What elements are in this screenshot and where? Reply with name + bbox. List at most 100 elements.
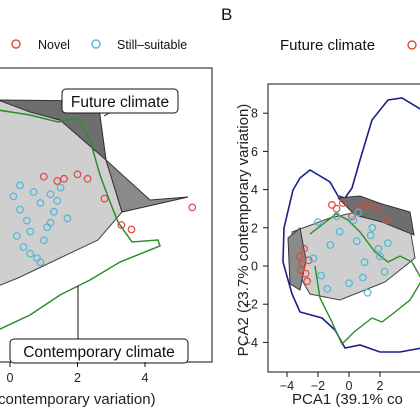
still-suitable-point-left (26, 249, 35, 258)
legend-still-suitable-label: Still–suitable (117, 38, 187, 52)
right-y-tick-label: 2 (251, 221, 258, 235)
left-x-tick-label: 0 (7, 371, 14, 385)
right-future-climate-outline (282, 97, 420, 353)
still-suitable-point-left (63, 214, 72, 223)
still-suitable-point-left (46, 218, 55, 227)
right-y-tick-label: 6 (251, 145, 258, 159)
still-suitable-point-right (354, 208, 363, 217)
novel-point-left (73, 170, 82, 179)
still-suitable-point-right (366, 231, 375, 240)
right-y-axis: 8 6 4 2 0 −2 −4 (244, 107, 268, 350)
novel-point-right (338, 199, 347, 207)
novel-point-right (328, 200, 336, 209)
still-suitable-point-right (323, 285, 332, 293)
novel-point-left (188, 203, 197, 212)
novel-point-right (297, 265, 305, 274)
still-suitable-point-left (9, 192, 18, 201)
still-suitable-point-right (383, 239, 392, 248)
novel-point-left (39, 172, 48, 181)
still-suitable-point-right (314, 218, 322, 227)
right-contemporary-outline (309, 213, 420, 346)
left-points (9, 170, 197, 267)
right-points (295, 199, 392, 297)
right-y-tick-label: 0 (251, 260, 258, 274)
right-panel: B Future climate −4 −2 0 2 8 6 4 2 0 −2 −4 PCA2 (… (221, 5, 420, 408)
right-y-axis-title: PCA2 (23.7% contemporary variation) (235, 104, 252, 357)
left-x-tick-label: 2 (74, 371, 81, 385)
right-x-tick-label: −4 (280, 379, 294, 393)
right-y-tick-label: −4 (244, 336, 258, 350)
still-suitable-point-right (309, 254, 318, 263)
legend-still-suitable-marker (91, 39, 101, 49)
still-suitable-point-right (359, 273, 367, 282)
still-suitable-point-right (317, 271, 326, 280)
right-future-hull-light (291, 209, 416, 301)
still-suitable-point-right (376, 252, 384, 261)
novel-point-right (348, 212, 357, 221)
right-y-tick-label: 4 (251, 183, 258, 197)
novel-point-left (53, 177, 62, 185)
novel-point-left (60, 174, 68, 183)
still-suitable-point-left (46, 190, 55, 199)
novel-point-left (100, 194, 109, 203)
still-suitable-point-left (16, 205, 25, 214)
left-contemporary-outline (0, 109, 161, 330)
still-suitable-point-left (36, 258, 45, 267)
novel-point-right (373, 204, 381, 213)
contemporary-callout-text: Contemporary climate (23, 344, 175, 361)
still-suitable-point-right (380, 267, 389, 276)
right-x-tick-label: 0 (346, 379, 353, 393)
still-suitable-point-left (29, 188, 38, 196)
right-x-tick-label: 2 (377, 379, 384, 393)
still-suitable-point-left (56, 183, 65, 192)
still-suitable-point-left (23, 216, 31, 225)
legend-novel-marker (11, 39, 21, 49)
novel-point-right (382, 216, 391, 225)
left-future-hull-wedge (104, 158, 189, 213)
left-x-axis: 0 2 4 (7, 362, 149, 385)
still-suitable-point-right (360, 258, 369, 267)
left-x-axis-title: contemporary variation) (0, 391, 156, 408)
future-callout-box (61, 88, 179, 114)
still-suitable-point-left (26, 227, 35, 236)
still-suitable-point-left (19, 243, 28, 251)
novel-point-right (295, 252, 304, 261)
still-suitable-point-right (326, 241, 335, 249)
legend-future-climate-marker (407, 40, 417, 50)
left-legend: Novel Still–suitable (11, 38, 187, 52)
novel-point-left (117, 221, 126, 229)
contemporary-callout-box (9, 338, 189, 364)
still-suitable-point-right (368, 223, 377, 232)
right-x-tick-label: −2 (311, 379, 325, 393)
novel-point-left (83, 174, 92, 183)
novel-point-right (304, 256, 313, 265)
novel-point-right (301, 269, 310, 278)
still-suitable-point-right (363, 288, 372, 297)
still-suitable-point-right (374, 244, 383, 253)
still-suitable-point-left (16, 181, 25, 190)
still-suitable-point-left (12, 232, 21, 240)
novel-point-right (300, 244, 309, 253)
still-suitable-point-right (345, 279, 353, 288)
still-suitable-point-right (332, 212, 341, 221)
still-suitable-point-right (349, 216, 358, 225)
left-panel: Novel Still–suitable Future climate Cont… (0, 38, 213, 408)
right-y-tick-label: 8 (251, 107, 258, 121)
still-suitable-point-right (335, 227, 344, 236)
legend-future-climate-label: Future climate (280, 37, 375, 54)
novel-point-right (303, 277, 312, 286)
right-x-axis: −4 −2 0 2 (280, 372, 384, 393)
still-suitable-point-left (50, 207, 58, 216)
right-y-tick-label: −2 (244, 298, 258, 312)
novel-point-right (363, 200, 372, 209)
right-x-axis-title: PCA1 (39.1% co (292, 391, 403, 408)
still-suitable-point-left (53, 196, 62, 205)
left-x-tick-label: 4 (142, 371, 149, 385)
novel-point-left (127, 225, 136, 234)
future-callout-text: Future climate (71, 94, 169, 111)
panel-letter: B (221, 5, 232, 24)
novel-point-right (332, 204, 341, 213)
still-suitable-point-right (352, 237, 361, 246)
legend-novel-label: Novel (38, 38, 70, 52)
